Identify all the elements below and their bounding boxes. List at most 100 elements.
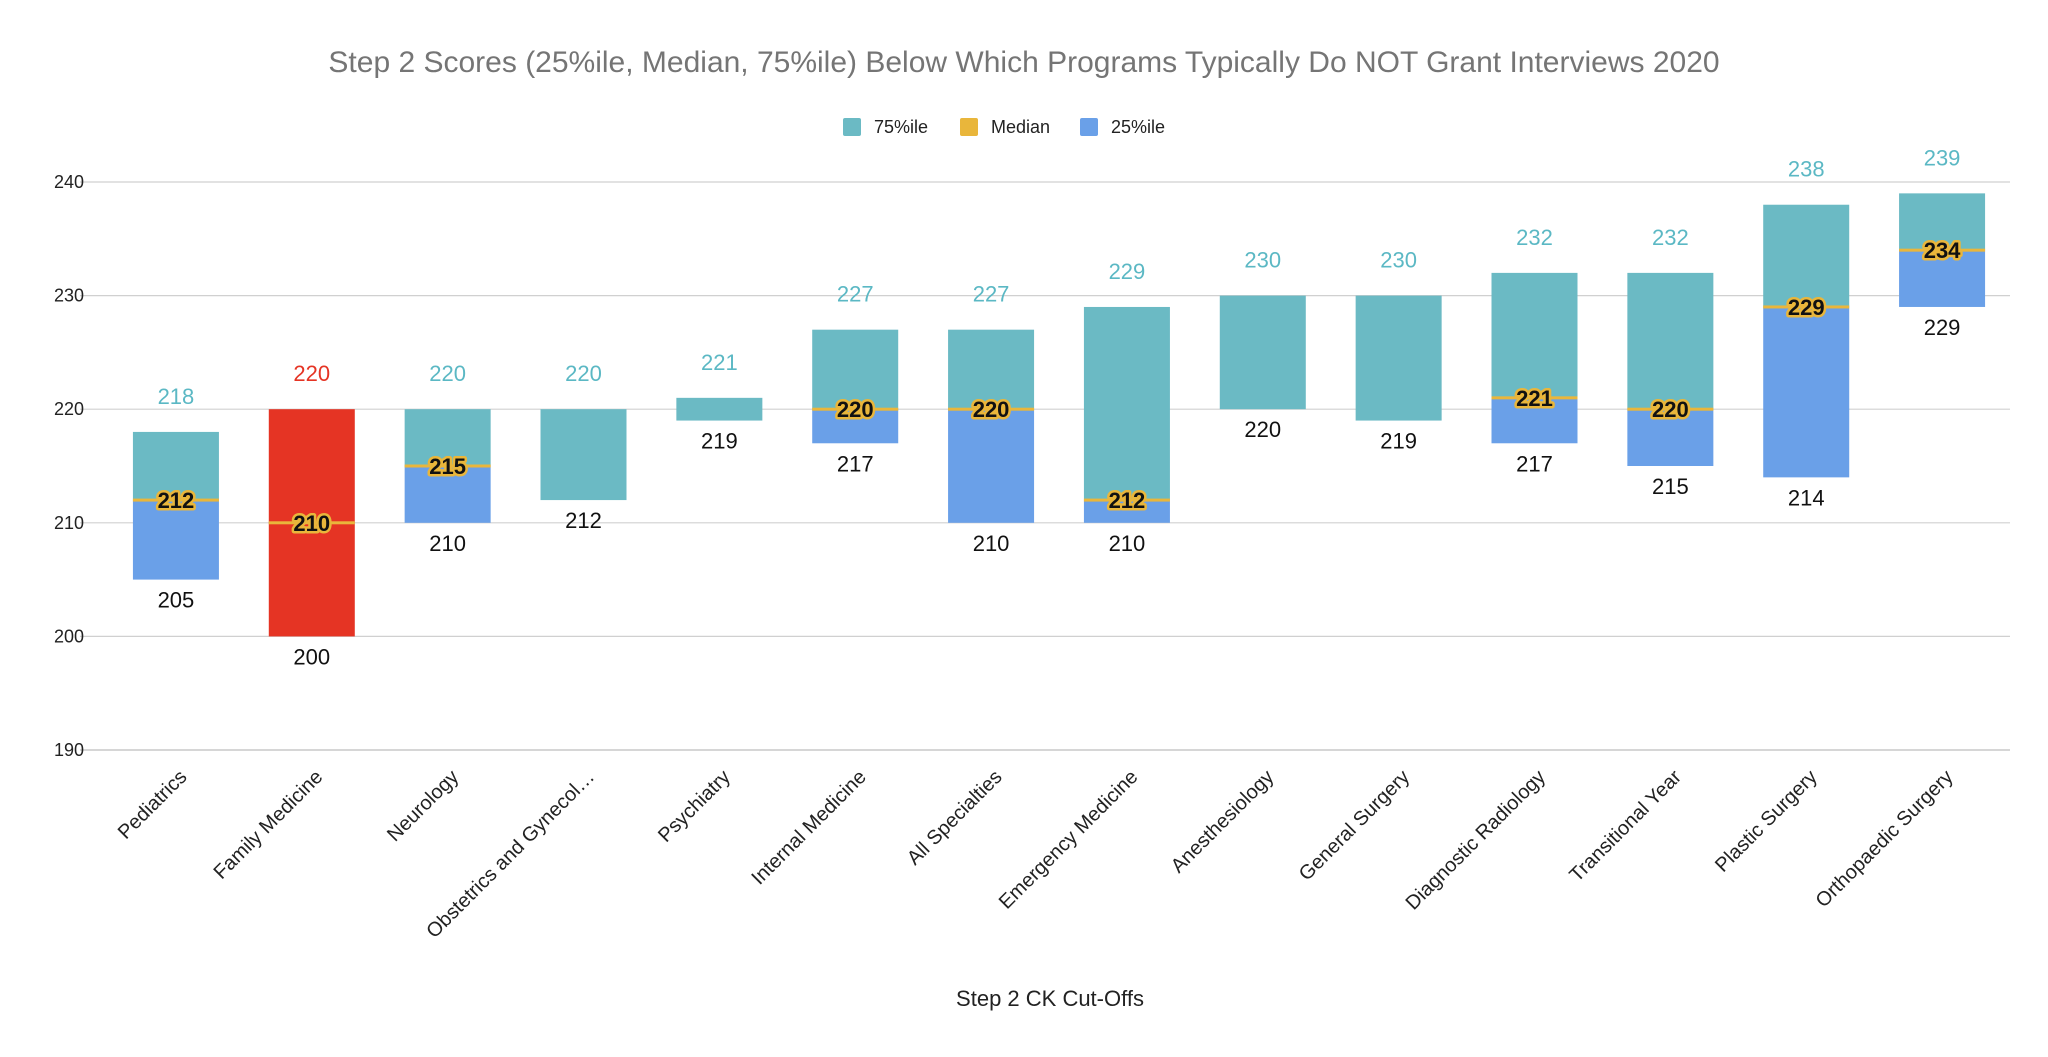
y-axis-ticks: 190 200 210 220 230 240: [54, 172, 84, 760]
bar-75pct-segment: [1763, 204, 1850, 307]
bar-25pct-segment: [1763, 306, 1850, 478]
p25-label: 214: [1788, 485, 1825, 510]
median-line: [132, 498, 219, 502]
bar-75pct-segment: [948, 329, 1035, 410]
y-tick-label: 220: [54, 399, 84, 419]
bar-75pct-segment: [676, 397, 763, 421]
median-label: 210: [293, 511, 330, 536]
legend-swatch-25pct: [1080, 118, 1098, 136]
x-category-label: Transitional Year: [1566, 766, 1687, 887]
x-category-label: Psychiatry: [654, 766, 735, 847]
p75-label: 232: [1652, 225, 1689, 250]
bar-75pct-segment: [1899, 193, 1986, 251]
median-line: [812, 407, 899, 411]
legend: 75%ile Median 25%ile: [843, 117, 1165, 137]
x-category-label: Orthopaedic Surgery: [1812, 766, 1958, 912]
p75-label: 232: [1516, 225, 1553, 250]
p25-label: 220: [1244, 417, 1281, 442]
median-line: [404, 464, 491, 468]
x-category-label: Pediatrics: [114, 766, 192, 844]
median-line: [268, 521, 355, 525]
y-tick-label: 190: [54, 740, 84, 760]
p25-label: 217: [1516, 451, 1553, 476]
y-tick-label: 210: [54, 513, 84, 533]
x-category-label: Diagnostic Radiology: [1402, 766, 1550, 914]
median-line: [948, 407, 1035, 411]
p25-label: 210: [429, 531, 466, 556]
bar-25pct-segment: [1899, 250, 1986, 307]
p25-label: 219: [1380, 429, 1417, 454]
p75-label: 227: [973, 282, 1010, 307]
y-tick-label: 200: [54, 626, 84, 646]
bar-75pct-segment: [1491, 272, 1578, 398]
x-category-label: Anesthesiology: [1167, 766, 1278, 877]
y-tick-label: 240: [54, 172, 84, 192]
bar-75pct-segment: [1083, 306, 1170, 501]
gridlines: [80, 181, 2010, 751]
bar-75pct-segment: [812, 329, 899, 410]
median-label: 234: [1924, 238, 1961, 263]
bar-75pct-segment: [540, 409, 627, 501]
legend-swatch-75pct: [843, 118, 861, 136]
bar-75pct-segment: [132, 431, 219, 501]
bar-25pct-segment: [948, 409, 1035, 523]
p75-label: 221: [701, 350, 738, 375]
p25-label: 212: [565, 508, 602, 533]
x-axis-categories: Pediatrics Family Medicine NeurologyObstet…: [114, 766, 1958, 943]
legend-label-median: Median: [991, 117, 1050, 137]
median-line: [1083, 498, 1170, 502]
y-tick-label: 230: [54, 286, 84, 306]
legend-label-25pct: 25%ile: [1111, 117, 1165, 137]
chart-title: Step 2 Scores (25%ile, Median, 75%ile) B…: [328, 46, 1719, 79]
p25-label: 219: [701, 429, 738, 454]
median-label: 220: [837, 397, 874, 422]
p75-label: 230: [1244, 248, 1281, 273]
p75-label: 218: [158, 384, 195, 409]
median-line: [1763, 305, 1850, 309]
median-label: 220: [973, 397, 1010, 422]
x-category-label: Family Medicine: [210, 766, 328, 884]
p25-label: 205: [158, 588, 195, 613]
p75-label: 220: [565, 361, 602, 386]
median-label: 212: [158, 488, 195, 513]
median-line: [1627, 407, 1714, 411]
x-axis-title: Step 2 CK Cut-Offs: [956, 986, 1144, 1011]
data-labels: 212 218 205 210 220 200 215 220 210 220 212 221 219 2…: [155, 145, 1964, 669]
bar-25pct-segment: [1491, 397, 1578, 444]
x-category-label: All Specialties: [903, 766, 1007, 870]
p75-label: 220: [293, 361, 330, 386]
bar-25pct-segment: [404, 466, 491, 523]
bar-75pct-segment: [1355, 295, 1442, 421]
median-label: 229: [1788, 295, 1825, 320]
p25-label: 210: [1109, 531, 1146, 556]
legend-label-75pct: 75%ile: [874, 117, 928, 137]
bar-75pct-segment: [404, 409, 491, 466]
median-line: [1899, 248, 1986, 252]
x-category-label: Plastic Surgery: [1711, 766, 1822, 877]
median-label: 215: [429, 454, 466, 479]
bar-25pct-segment: [1083, 500, 1170, 523]
x-category-label: Emergency Medicine: [995, 766, 1143, 914]
median-label: 220: [1652, 397, 1689, 422]
bar-25pct-segment: [812, 409, 899, 444]
p25-label: 210: [973, 531, 1010, 556]
median-label: 221: [1516, 386, 1553, 411]
p75-label: 238: [1788, 157, 1825, 182]
bar-75pct-segment: [1627, 272, 1714, 410]
median-line: [1491, 396, 1578, 400]
x-category-label: General Surgery: [1295, 766, 1414, 885]
legend-swatch-median: [960, 118, 978, 136]
bar-25pct-segment: [132, 500, 219, 580]
x-category-label: Internal Medicine: [747, 766, 870, 889]
p75-label: 229: [1109, 259, 1146, 284]
p25-label: 200: [293, 644, 330, 669]
p25-label: 229: [1924, 315, 1961, 340]
p25-label: 217: [837, 451, 874, 476]
x-category-label: Neurology: [383, 766, 463, 846]
p75-label: 220: [429, 361, 466, 386]
bars: [132, 193, 1986, 637]
p25-label: 215: [1652, 474, 1689, 499]
bar-25pct-segment: [1627, 409, 1714, 466]
median-label: 212: [1109, 488, 1146, 513]
